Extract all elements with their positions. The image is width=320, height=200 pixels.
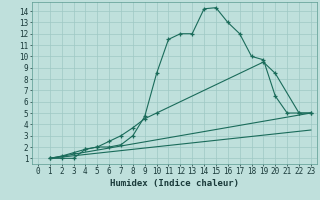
X-axis label: Humidex (Indice chaleur): Humidex (Indice chaleur) xyxy=(110,179,239,188)
